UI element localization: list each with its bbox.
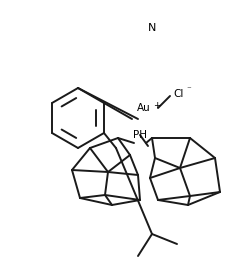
Text: PH: PH [133, 130, 147, 140]
Text: Au: Au [137, 103, 151, 113]
Text: ⁻: ⁻ [187, 85, 191, 95]
Text: N: N [148, 23, 156, 33]
Text: Cl: Cl [174, 89, 184, 99]
Text: +: + [153, 101, 161, 110]
